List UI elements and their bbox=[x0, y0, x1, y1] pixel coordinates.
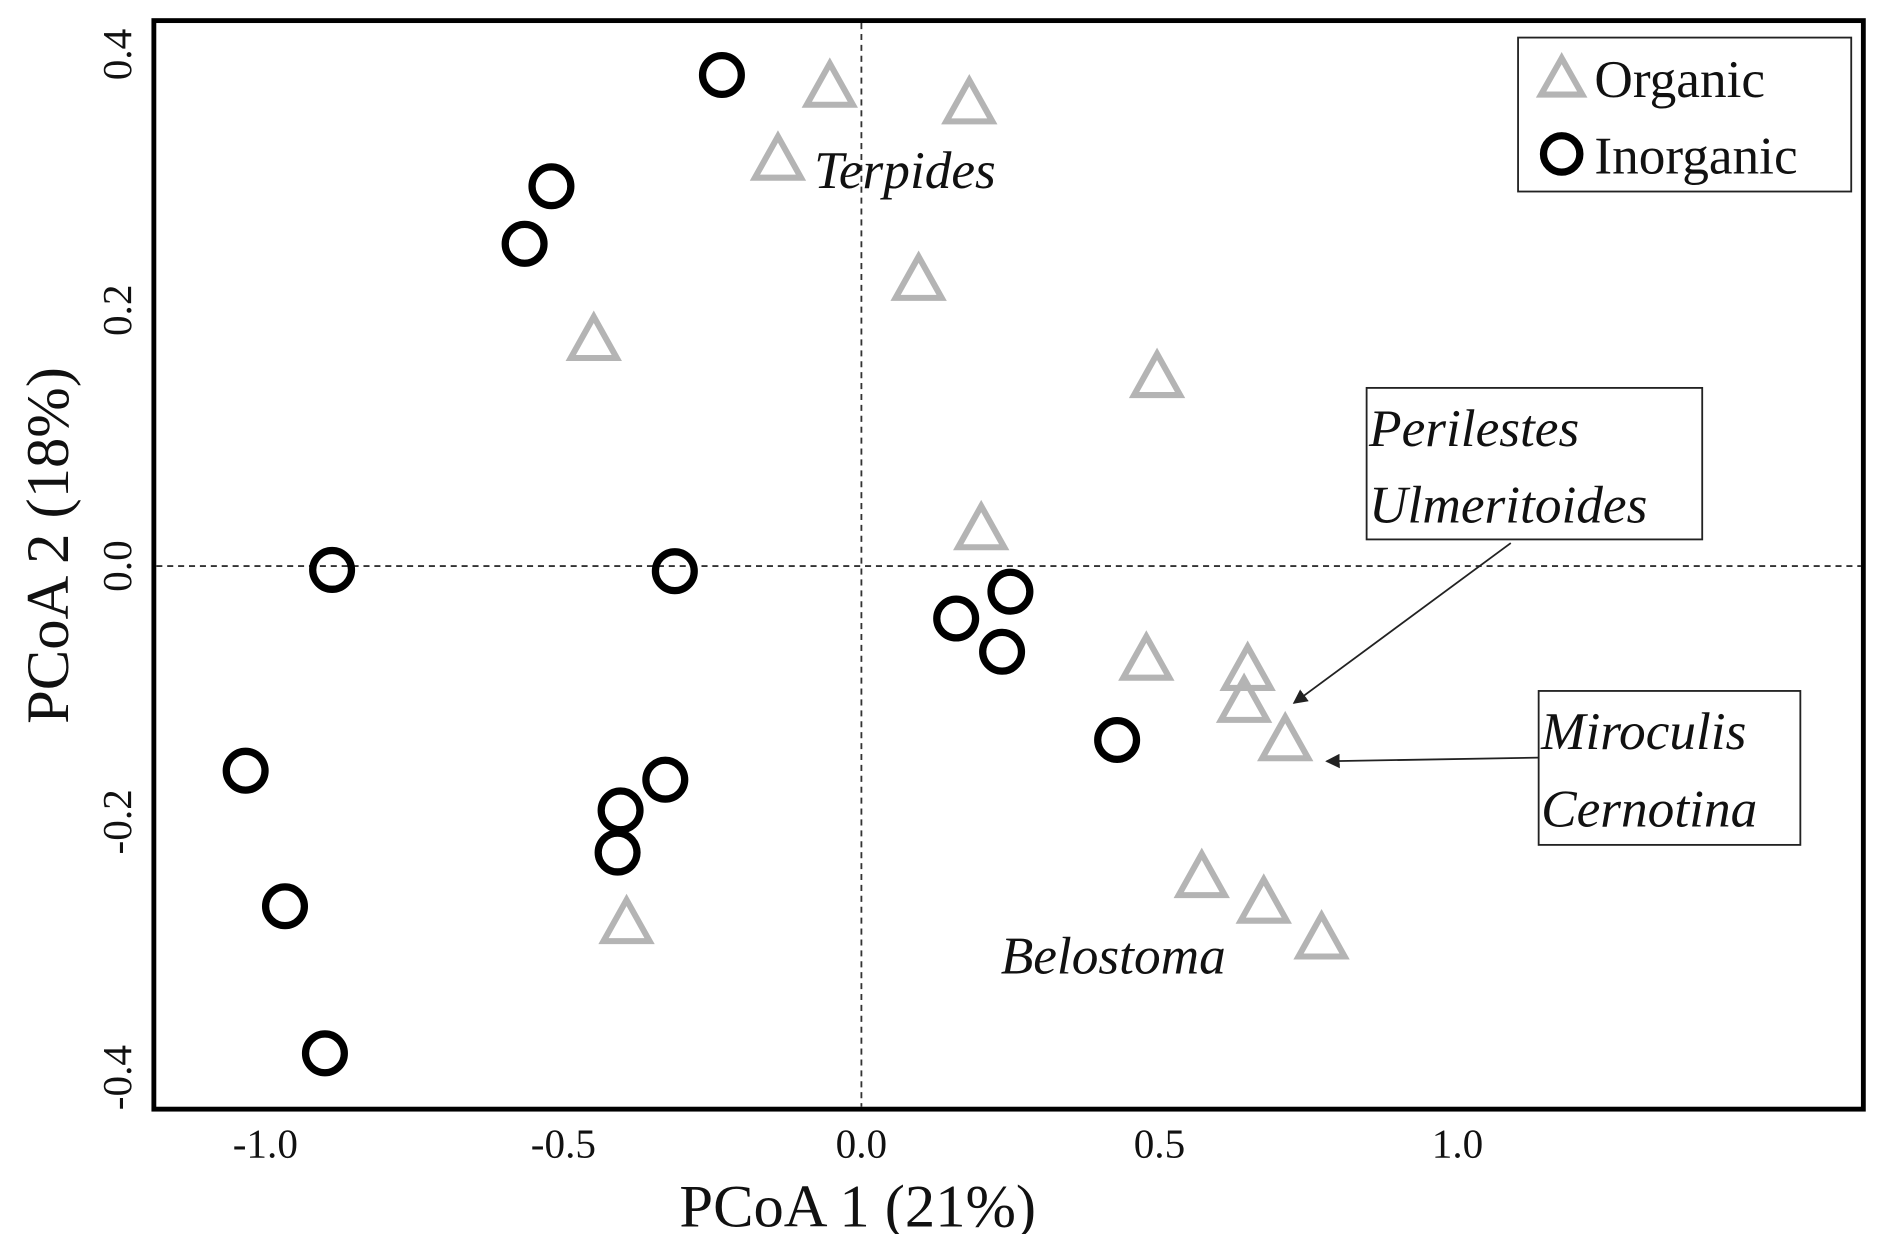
y-tick-label: -0.4 bbox=[94, 1045, 140, 1110]
inorganic-point bbox=[987, 568, 1034, 615]
y-tick-label: 0.4 bbox=[94, 29, 140, 80]
y-tick-label: -0.2 bbox=[94, 789, 140, 854]
x-tick-label: 0.0 bbox=[836, 1121, 887, 1167]
legend-circle-icon bbox=[1539, 132, 1584, 176]
arrow-2 bbox=[1325, 753, 1539, 769]
inorganic-point bbox=[642, 756, 689, 803]
annotation-cernotina: Cernotina bbox=[1541, 779, 1757, 839]
inorganic-point bbox=[594, 829, 641, 876]
inorganic-point bbox=[651, 548, 698, 595]
organic-point bbox=[749, 130, 807, 181]
x-axis-label: PCoA 1 (21%) bbox=[679, 1174, 1036, 1234]
organic-point bbox=[1293, 909, 1350, 960]
annotation-box-2 bbox=[1537, 690, 1802, 846]
organic-point bbox=[598, 893, 655, 945]
x-tick-label: -0.5 bbox=[531, 1121, 596, 1167]
organic-point bbox=[1128, 347, 1186, 399]
annotation-box-1 bbox=[1365, 386, 1704, 541]
legend-organic-label: Organic bbox=[1594, 49, 1765, 109]
organic-point bbox=[953, 499, 1010, 551]
inorganic-point bbox=[933, 595, 980, 642]
inorganic-point bbox=[501, 220, 548, 267]
inorganic-point bbox=[309, 546, 356, 593]
organic-point bbox=[1215, 672, 1273, 723]
y-tick-label: 0.2 bbox=[94, 285, 140, 336]
y-axis-label: PCoA 2 (18%) bbox=[15, 367, 82, 724]
organic-point bbox=[565, 310, 622, 362]
legend-inorganic-label: Inorganic bbox=[1594, 125, 1797, 185]
organic-point bbox=[1235, 873, 1292, 924]
inorganic-point bbox=[301, 1030, 348, 1077]
annotation-belostoma: Belostoma bbox=[1001, 925, 1226, 985]
y-tick-label: 0.0 bbox=[94, 540, 140, 591]
plot-frame bbox=[151, 18, 1866, 1112]
organic-point bbox=[1118, 630, 1175, 681]
legend-triangle-icon bbox=[1535, 52, 1588, 98]
inorganic-point bbox=[698, 51, 745, 99]
x-tick-label: -1.0 bbox=[233, 1121, 298, 1167]
inorganic-point bbox=[261, 883, 309, 930]
organic-point bbox=[801, 57, 858, 108]
legend: Organic Inorganic bbox=[1517, 36, 1853, 193]
inorganic-point bbox=[1094, 716, 1141, 764]
organic-point bbox=[1257, 710, 1314, 762]
organic-point bbox=[890, 250, 947, 301]
inorganic-point bbox=[528, 163, 575, 210]
annotation-miroculis: Miroculis bbox=[1540, 701, 1746, 761]
arrow-1 bbox=[1292, 542, 1512, 704]
inorganic-point bbox=[222, 747, 269, 794]
x-tick-label: 1.0 bbox=[1432, 1121, 1483, 1167]
annotation-terpides: Terpides bbox=[814, 140, 996, 200]
annotation-ulmeritoides: Ulmeritoides bbox=[1369, 474, 1647, 534]
inorganic-point bbox=[979, 628, 1026, 675]
organic-point bbox=[941, 73, 998, 125]
annotation-perilestes: Perilestes bbox=[1368, 398, 1579, 458]
organic-point bbox=[1173, 847, 1230, 899]
x-tick-label: 0.5 bbox=[1134, 1121, 1185, 1167]
